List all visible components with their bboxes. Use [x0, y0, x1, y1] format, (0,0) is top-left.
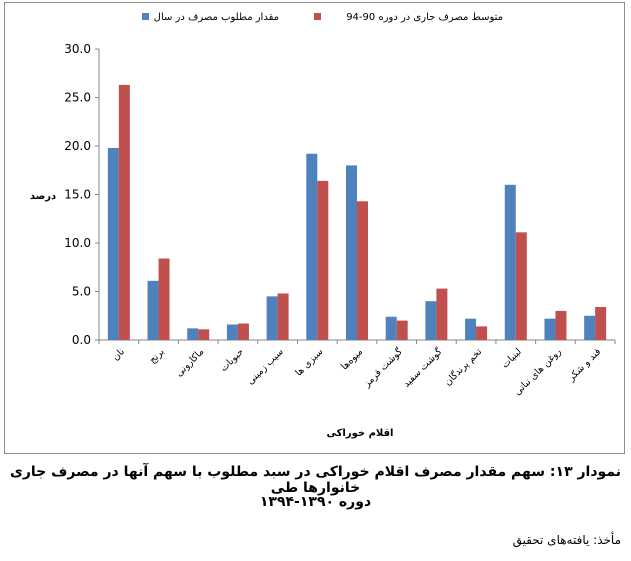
- figure-caption-line-1: نمودار ۱۳: سهم مقدار مصرف اقلام خوراکی د…: [10, 464, 621, 496]
- bar: [226, 324, 238, 340]
- bar: [465, 318, 477, 340]
- y-tick-label: 5.0: [72, 285, 91, 299]
- x-tick-label: برنج: [147, 346, 167, 366]
- bar: [555, 310, 567, 340]
- x-tick-label: حبوبات: [218, 346, 246, 374]
- bar: [584, 315, 596, 340]
- bar: [306, 153, 318, 340]
- bar-chart: 0.0 5.0 10.0 15.0 20.0 25.0 30.0 نان برنج ماکارون…: [30, 12, 616, 439]
- bar: [476, 326, 488, 340]
- bar: [277, 293, 289, 340]
- bar: [198, 329, 210, 340]
- x-tick-label: نان: [110, 346, 127, 363]
- bar: [237, 323, 249, 340]
- source-note: مأخذ: یافته‌های تحقیق: [512, 533, 621, 547]
- y-tick-label: 30.0: [64, 42, 91, 56]
- bar: [515, 232, 527, 340]
- x-tick-label: سیب زمینی: [245, 346, 286, 387]
- y-axis-title: درصد: [30, 191, 56, 202]
- x-tick-label: میوه‌ها: [339, 346, 365, 372]
- bar: [346, 165, 357, 340]
- bar: [396, 320, 408, 340]
- x-tick-label: سبزی ها: [293, 346, 325, 378]
- bar: [385, 316, 397, 340]
- y-tick-label: 25.0: [64, 91, 91, 105]
- x-tick-label: گوشت سفید: [400, 345, 444, 389]
- bar: [317, 180, 329, 340]
- y-tick-label: 15.0: [64, 188, 91, 202]
- x-tick-label: ماکارونی: [174, 346, 207, 379]
- bar: [147, 280, 159, 340]
- bar: [158, 258, 170, 340]
- x-tick-label: لبنیات: [500, 346, 524, 370]
- y-tick-label: 0.0: [72, 333, 91, 347]
- bar: [544, 318, 556, 340]
- y-tick-label: 20.0: [64, 139, 91, 153]
- legend-label: متوسط مصرف جاری در دوره 90-94: [346, 12, 503, 23]
- legend-swatch: [314, 13, 321, 20]
- x-tick-label: گوشت قرمز: [360, 345, 405, 390]
- legend-swatch: [142, 13, 149, 20]
- bar: [266, 296, 278, 340]
- figure-caption-line-2: دوره ۱۳۹۰-۱۳۹۴: [259, 494, 372, 510]
- x-axis-title: اقلام خوراکی: [327, 428, 394, 439]
- bar: [357, 201, 368, 340]
- bar: [107, 147, 119, 340]
- x-tick-label: قند و شکر: [565, 346, 603, 384]
- legend-label: مقدار مطلوب مصرف در سال: [154, 12, 279, 23]
- bar: [504, 184, 516, 340]
- bar: [118, 84, 130, 340]
- bar: [595, 307, 607, 340]
- bar: [187, 328, 199, 340]
- bar: [425, 301, 437, 340]
- chart-frame: 0.0 5.0 10.0 15.0 20.0 25.0 30.0 نان برنج ماکارون…: [4, 2, 625, 454]
- bar: [436, 288, 448, 340]
- x-tick-label: تخم پرندگان: [442, 345, 485, 388]
- y-tick-label: 10.0: [64, 236, 91, 250]
